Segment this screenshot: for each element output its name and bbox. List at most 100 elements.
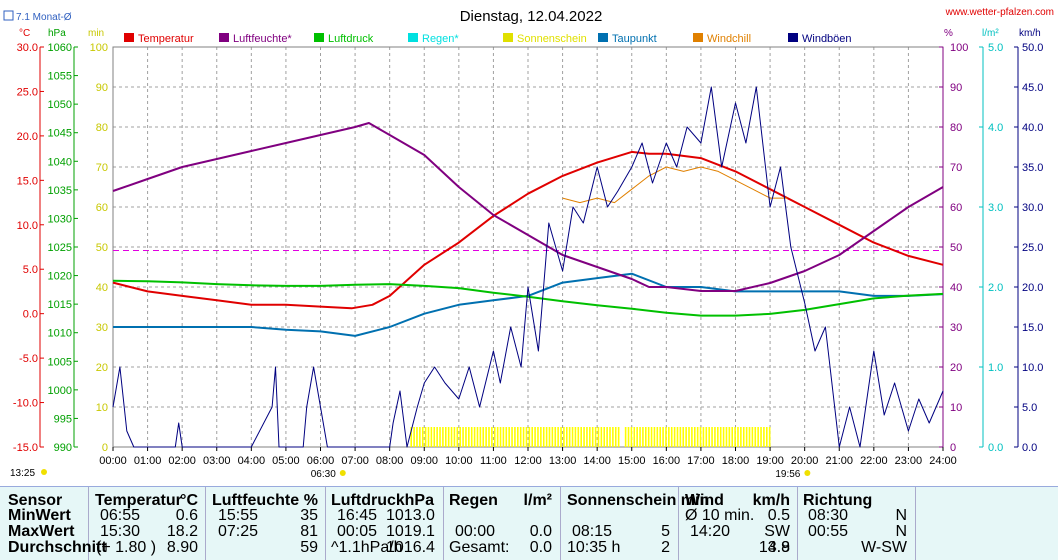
sunshine-bar <box>537 427 539 447</box>
sunshine-bar <box>448 427 450 447</box>
tick-label: 30 <box>950 322 962 334</box>
legend-label: Taupunkt <box>612 33 657 45</box>
tick-label: 1025 <box>48 242 72 254</box>
tick-label: 30.0 <box>17 42 38 54</box>
row-label: Durchschnitt <box>8 540 107 556</box>
tick-label: 30.0 <box>1022 202 1043 214</box>
legend-label: Windchill <box>707 33 751 45</box>
sunshine-bar <box>743 427 745 447</box>
sunshine-bar <box>422 427 424 447</box>
sunshine-bar <box>419 427 421 447</box>
legend-swatch <box>314 33 324 42</box>
hum-time: 07:25 <box>218 524 258 540</box>
sunshine-bar <box>639 427 641 447</box>
sunshine-bar <box>529 427 531 447</box>
x-tick-label: 21:00 <box>825 455 853 467</box>
tick-label: 25.0 <box>1022 242 1043 254</box>
temp-value: 0.6 <box>150 508 198 524</box>
axis-temp: 30.025.020.015.010.05.00.0-5.0-10.0-15.0 <box>13 42 44 454</box>
tick-label: 90 <box>96 82 108 94</box>
sunshine-bar <box>612 427 614 447</box>
unit-hpa: hPa <box>48 28 66 39</box>
header-regen: Regen <box>449 493 498 509</box>
sunshine-bar <box>425 427 427 447</box>
legend-swatch <box>788 33 798 42</box>
axis-rain: 5.04.03.02.01.00.0 <box>979 42 1003 454</box>
sunshine-bar <box>451 427 453 447</box>
tick-label: 15.0 <box>17 175 38 187</box>
hum-value: 59 <box>270 540 318 556</box>
sunshine-bar <box>457 427 459 447</box>
tick-label: 20.0 <box>17 131 38 143</box>
x-tick-label: 18:00 <box>722 455 750 467</box>
tick-label: 1005 <box>48 356 72 368</box>
sunshine-bar <box>636 427 638 447</box>
monthly-avg-label: 7.1 Monat-Ø <box>16 12 72 23</box>
rain-value: 0.0 <box>504 524 552 540</box>
tick-label: 0.0 <box>23 309 38 321</box>
tick-label: 20 <box>96 362 108 374</box>
sunshine-bar <box>682 427 684 447</box>
rain-total-label: Gesamt: <box>449 540 509 556</box>
sunshine-bar <box>601 427 603 447</box>
sunshine-bar <box>685 427 687 447</box>
legend-swatch <box>693 33 703 42</box>
series-lines <box>113 87 943 447</box>
sunshine-bar <box>671 427 673 447</box>
press-time: 00:05 <box>337 524 377 540</box>
site-link[interactable]: www.wetter-pfalzen.com <box>945 7 1054 18</box>
series-windböen <box>113 87 943 447</box>
sunshine-bar <box>505 427 507 447</box>
unit-temp: °C <box>19 28 30 39</box>
sunshine-bar <box>705 427 707 447</box>
tick-label: 1035 <box>48 185 72 197</box>
tick-label: 1000 <box>48 385 72 397</box>
x-tick-label: 19:00 <box>756 455 784 467</box>
tick-label: 60 <box>96 202 108 214</box>
sunshine-bar <box>628 427 630 447</box>
sunshine-bar <box>711 427 713 447</box>
wind-value: 3.8 <box>735 540 790 556</box>
sun-time: 08:15 <box>572 524 612 540</box>
tick-label: 10 <box>96 402 108 414</box>
sunshine-bar <box>615 427 617 447</box>
temp-time: 15:30 <box>100 524 140 540</box>
sunshine-bar <box>442 427 444 447</box>
tick-label: -15.0 <box>13 442 38 454</box>
x-tick-label: 11:00 <box>480 455 507 467</box>
sun-total: 10:35 h <box>567 540 620 556</box>
axis-pressure: 1060105510501045104010351030102510201015… <box>48 42 78 454</box>
tick-label: 1040 <box>48 156 72 168</box>
sunshine-bar <box>598 427 600 447</box>
sunrise-icon <box>340 470 346 476</box>
rain-value: 0.0 <box>504 540 552 556</box>
legend-label: Luftdruck <box>328 33 374 45</box>
sunshine-bar <box>654 427 656 447</box>
temp-value: 18.2 <box>150 524 198 540</box>
tick-label: 10.0 <box>1022 362 1043 374</box>
sunshine-bar <box>534 427 536 447</box>
x-tick-label: 07:00 <box>341 455 369 467</box>
x-tick-label: 03:00 <box>203 455 231 467</box>
press-value: 1013.0 <box>386 508 434 524</box>
x-tick-label: 14:00 <box>583 455 611 467</box>
sunshine-bar <box>662 427 664 447</box>
tick-label: 50 <box>96 242 108 254</box>
tick-label: 40 <box>950 282 962 294</box>
press-value: 1019.1 <box>386 524 434 540</box>
sunshine-bar <box>572 427 574 447</box>
sunshine-bar <box>595 427 597 447</box>
sunshine-bar <box>503 427 505 447</box>
tick-label: 40.0 <box>1022 122 1043 134</box>
axis-wind: 50.045.040.035.030.025.020.015.010.05.00… <box>1014 42 1043 454</box>
sunshine-bar <box>714 427 716 447</box>
wind-time: 14:20 <box>690 524 730 540</box>
tick-label: 45.0 <box>1022 82 1043 94</box>
x-tick-label: 17:00 <box>687 455 715 467</box>
tick-label: 1045 <box>48 128 72 140</box>
grid <box>113 47 943 447</box>
row-label: MaxWert <box>8 524 74 540</box>
x-tick-label: 01:00 <box>134 455 162 467</box>
